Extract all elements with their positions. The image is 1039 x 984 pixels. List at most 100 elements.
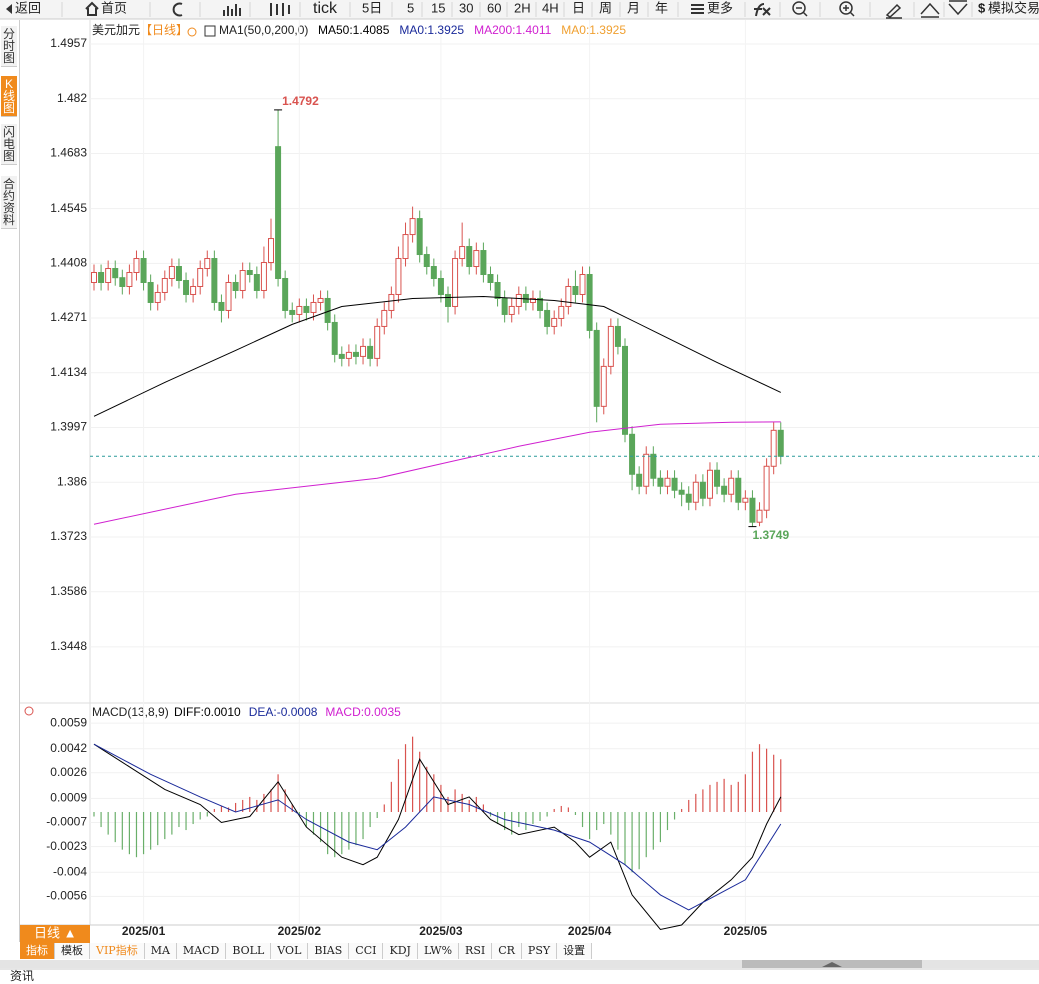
toolbar-button[interactable]: 首页	[101, 0, 127, 15]
down-icon[interactable]	[948, 0, 968, 16]
side-tab[interactable]: K线图	[1, 76, 17, 117]
candle-body	[140, 258, 147, 283]
y-tick-label: 1.4683	[50, 146, 87, 160]
candle-body	[671, 477, 678, 491]
period-label: 【日线】	[140, 23, 188, 37]
macd-title: MACD(13,8,9)	[92, 705, 169, 719]
candle-icon[interactable]	[270, 3, 290, 16]
zoom-in-icon[interactable]	[839, 1, 853, 15]
indicator-tab[interactable]: VIP指标	[90, 943, 145, 959]
macd-settings-icon[interactable]	[24, 706, 34, 716]
indicator-tab[interactable]: 指标	[20, 943, 55, 959]
toolbar-button[interactable]: 日	[572, 0, 585, 15]
candle-body	[133, 258, 140, 274]
candle-body	[678, 489, 685, 495]
indicator-tab[interactable]: 模板	[55, 943, 90, 959]
candle-body	[494, 281, 501, 299]
candle-body	[388, 293, 395, 311]
y-tick-label: 0.0042	[50, 741, 87, 755]
candle-body	[296, 305, 303, 315]
toolbar-button[interactable]: 15	[431, 0, 445, 15]
indicator-tab[interactable]: CR	[492, 943, 522, 959]
toolbar-button[interactable]: 2H	[514, 0, 531, 15]
toolbar-button[interactable]: 年	[655, 0, 668, 15]
legend-entry: MA50:1.4085	[318, 23, 390, 37]
y-tick-label: 1.4134	[50, 365, 87, 379]
candle-body	[253, 274, 260, 291]
fx-icon[interactable]	[754, 3, 771, 17]
candle-body	[190, 285, 197, 295]
indicator-tab[interactable]: MA	[144, 943, 177, 959]
indicator-tab[interactable]: PSY	[521, 943, 558, 959]
y-tick-label: 0.0009	[50, 791, 87, 805]
candle-body	[763, 465, 770, 511]
y-tick-label: 1.4957	[50, 36, 87, 50]
candle-body	[445, 293, 451, 307]
indicator-tab[interactable]: KDJ	[383, 943, 418, 959]
candle-body	[289, 309, 296, 315]
candle-body	[197, 268, 204, 287]
draw-icon[interactable]	[885, 3, 902, 19]
candle-body	[607, 325, 614, 367]
toolbar-button[interactable]: 30	[459, 0, 473, 15]
indicator-tab[interactable]: BIAS	[308, 943, 350, 959]
toolbar-button[interactable]: 5	[407, 0, 414, 15]
period-tab[interactable]: 日线 ▲	[34, 925, 76, 940]
x-tick-label: 2025/05	[724, 924, 768, 938]
y-tick-label: 0.0026	[50, 765, 87, 779]
candle-body	[211, 258, 218, 303]
toolbar-button[interactable]: 更多	[707, 0, 733, 15]
indicator-tab[interactable]: MACD	[176, 943, 227, 959]
candle-body	[643, 453, 650, 487]
toolbar-button[interactable]: 周	[599, 0, 612, 15]
candle-body	[721, 485, 728, 495]
candle-body	[593, 329, 600, 407]
toolbar-button[interactable]: 5日	[362, 0, 382, 15]
toolbar-button[interactable]: 4H	[542, 0, 559, 15]
indicator-tab[interactable]: VOL	[271, 943, 309, 959]
indicator-tab[interactable]: 设置	[557, 943, 593, 959]
candle-body	[161, 277, 168, 293]
toolbar-button[interactable]: tick	[313, 0, 338, 17]
side-tab[interactable]: 分时图	[1, 26, 17, 67]
candle-body	[685, 493, 692, 503]
line	[93, 421, 781, 525]
candle-body	[579, 274, 586, 295]
candle-body	[714, 469, 721, 487]
candle-body	[480, 250, 487, 276]
toolbar-button[interactable]: 60	[487, 0, 501, 15]
toolbar-button[interactable]: 月	[627, 0, 640, 15]
candle-body	[395, 258, 402, 295]
indicator-tab[interactable]: BOLL	[226, 943, 272, 959]
candle-body	[629, 433, 636, 475]
legend-entry: DEA:-0.0008	[249, 705, 318, 719]
indicator-tab[interactable]: RSI	[459, 943, 493, 959]
plot: 1.4957 1.482 1.4683 1.4545 1.4408 1.4271 1.413…	[46, 20, 1039, 938]
footer-tab[interactable]: 资讯	[10, 969, 34, 983]
candle-body	[622, 345, 628, 435]
side-tab[interactable]: 闪电图	[1, 124, 17, 165]
y-tick-label: 1.4545	[50, 201, 87, 215]
toolbar-button[interactable]: 返回	[15, 0, 41, 15]
candle-body	[147, 281, 154, 303]
candle-body	[374, 325, 381, 359]
y-tick-label: 1.3448	[50, 639, 87, 653]
candle-body	[126, 272, 133, 287]
indicator-tab[interactable]: CCI	[349, 943, 384, 959]
toolbar-button[interactable]: 模拟交易	[988, 0, 1039, 15]
up-icon[interactable]	[920, 2, 940, 18]
scroll-track	[0, 960, 1039, 968]
back-icon	[6, 4, 12, 14]
period-tab-bg[interactable]	[20, 925, 90, 943]
home-icon	[85, 1, 99, 16]
dollar-icon: $	[978, 0, 986, 15]
indicator-tab[interactable]: LW%	[417, 943, 460, 959]
chart-icon[interactable]	[223, 4, 241, 16]
candle-body	[749, 497, 756, 523]
zoom-out-icon-parts	[796, 7, 808, 17]
side-tab[interactable]: 合约资料	[1, 176, 17, 229]
zoom-out-icon[interactable]	[792, 1, 806, 15]
refresh-icon[interactable]	[172, 2, 183, 17]
candle-body	[168, 266, 175, 279]
